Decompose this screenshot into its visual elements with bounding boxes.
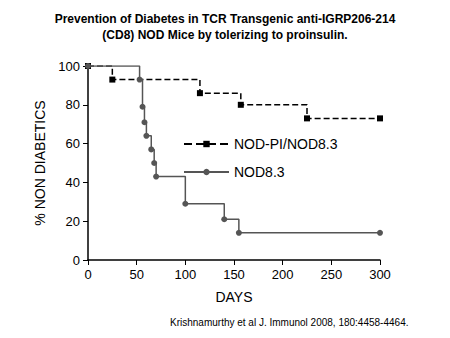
svg-text:0: 0 xyxy=(73,253,80,268)
svg-text:40: 40 xyxy=(66,175,80,190)
svg-text:0: 0 xyxy=(84,267,91,282)
svg-text:NOD8.3: NOD8.3 xyxy=(234,164,285,180)
svg-text:80: 80 xyxy=(66,97,80,112)
svg-text:20: 20 xyxy=(66,214,80,229)
svg-text:100: 100 xyxy=(174,267,196,282)
svg-text:200: 200 xyxy=(272,267,294,282)
svg-text:100: 100 xyxy=(58,59,80,74)
svg-text:60: 60 xyxy=(66,136,80,151)
svg-text:% NON DIABETICS: % NON DIABETICS xyxy=(32,100,48,225)
svg-text:300: 300 xyxy=(369,267,391,282)
svg-text:Krishnamurthy et al J. Immunol: Krishnamurthy et al J. Immunol 2008, 180… xyxy=(170,317,408,328)
svg-text:150: 150 xyxy=(223,267,245,282)
svg-text:NOD-PI/NOD8.3: NOD-PI/NOD8.3 xyxy=(234,136,338,152)
svg-text:50: 50 xyxy=(129,267,143,282)
svg-text:(CD8) NOD Mice by tolerizing t: (CD8) NOD Mice by tolerizing to proinsul… xyxy=(102,28,347,42)
svg-text:Prevention of Diabetes in TCR: Prevention of Diabetes in TCR Transgenic… xyxy=(55,12,396,26)
svg-text:DAYS: DAYS xyxy=(215,289,252,305)
svg-text:250: 250 xyxy=(320,267,342,282)
